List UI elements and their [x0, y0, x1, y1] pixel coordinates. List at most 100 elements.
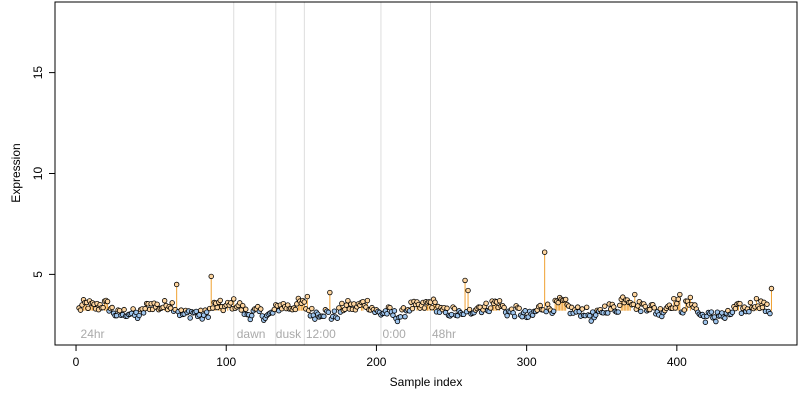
- data-point: [178, 307, 184, 313]
- annotation-label: dusk: [276, 327, 302, 341]
- x-axis: 0 100 200 300 400: [73, 344, 687, 369]
- data-point: [196, 312, 202, 318]
- data-point: [421, 305, 428, 311]
- data-point: [334, 315, 341, 321]
- time-annotations: 24hr dawn dusk 12:00 0:00 48hr: [81, 327, 457, 341]
- data-point: [364, 297, 371, 304]
- data-point: [462, 277, 468, 284]
- y-tick-label: 5: [31, 271, 45, 278]
- data-point: [161, 298, 168, 304]
- data-point: [214, 304, 220, 311]
- x-tick-label: 200: [366, 355, 386, 369]
- data-point: [240, 302, 246, 309]
- data-point: [384, 311, 390, 317]
- data-point: [258, 306, 264, 312]
- data-point: [85, 305, 91, 311]
- data-point: [579, 306, 585, 312]
- data-point: [231, 296, 237, 302]
- data-point: [312, 316, 318, 322]
- data-point: [448, 311, 455, 318]
- data-point: [249, 312, 255, 319]
- data-point: [722, 315, 728, 321]
- data-point: [238, 307, 244, 313]
- y-axis-label: Expression: [9, 143, 23, 202]
- data-point: [331, 308, 338, 314]
- data-point: [737, 300, 743, 307]
- data-point: [584, 304, 590, 310]
- data-point: [587, 313, 593, 319]
- data-point: [77, 307, 84, 313]
- data-point: [550, 308, 557, 314]
- data-point: [555, 299, 561, 306]
- data-point: [402, 313, 408, 320]
- data-point: [747, 299, 754, 306]
- data-point: [711, 314, 718, 320]
- data-point: [444, 305, 450, 311]
- data-point: [197, 307, 204, 314]
- x-axis-label: Sample index: [390, 375, 463, 389]
- data-point: [204, 309, 210, 315]
- data-point: [321, 313, 327, 320]
- data-point: [759, 304, 766, 311]
- plot-frame: [54, 1, 798, 346]
- data-point: [187, 315, 193, 321]
- data-point: [243, 306, 249, 312]
- data-point: [630, 301, 636, 308]
- data-point: [657, 306, 664, 312]
- data-point: [522, 308, 528, 314]
- annotation-label: 0:00: [382, 327, 406, 341]
- data-point: [562, 296, 569, 303]
- annotation-label: dawn: [237, 327, 266, 341]
- data-point: [208, 273, 214, 280]
- data-point: [391, 308, 398, 314]
- data-point: [671, 296, 677, 302]
- x-tick-label: 400: [667, 355, 687, 369]
- y-axis: 5 10 15: [31, 66, 56, 278]
- data-point: [575, 304, 581, 310]
- data-point: [142, 305, 148, 312]
- data-points: [76, 249, 775, 325]
- data-point: [708, 309, 715, 315]
- data-point: [753, 295, 760, 302]
- data-point: [605, 310, 611, 316]
- data-point: [496, 298, 503, 304]
- data-point: [516, 305, 522, 311]
- annotation-label: 12:00: [306, 327, 336, 341]
- data-point: [593, 312, 599, 318]
- data-point: [339, 300, 345, 307]
- annotation-label: 24hr: [81, 327, 105, 341]
- data-point: [451, 305, 458, 312]
- data-point: [732, 305, 739, 312]
- data-point: [100, 304, 106, 311]
- data-point: [487, 305, 494, 311]
- data-point: [615, 309, 621, 315]
- data-point: [764, 301, 770, 307]
- data-point: [465, 287, 471, 294]
- data-point: [647, 306, 653, 313]
- data-point: [345, 298, 351, 304]
- data-point: [617, 302, 623, 309]
- data-point: [205, 314, 211, 320]
- data-point: [217, 297, 223, 304]
- data-point: [210, 305, 216, 311]
- data-point: [154, 301, 160, 307]
- data-point: [501, 304, 507, 311]
- data-point: [113, 312, 120, 319]
- data-point: [104, 298, 111, 305]
- data-point: [429, 304, 435, 311]
- x-tick-label: 0: [73, 355, 80, 369]
- data-point: [511, 313, 518, 320]
- data-point: [301, 299, 308, 305]
- data-point: [638, 308, 644, 315]
- data-point: [327, 289, 333, 296]
- data-point: [130, 306, 136, 312]
- y-tick-label: 10: [31, 167, 45, 181]
- data-point: [602, 303, 608, 309]
- data-point: [304, 293, 311, 300]
- data-point: [292, 306, 299, 313]
- data-point: [409, 305, 416, 312]
- x-tick-label: 300: [517, 355, 537, 369]
- data-point: [702, 319, 709, 325]
- data-point: [677, 291, 683, 298]
- data-point: [675, 296, 682, 302]
